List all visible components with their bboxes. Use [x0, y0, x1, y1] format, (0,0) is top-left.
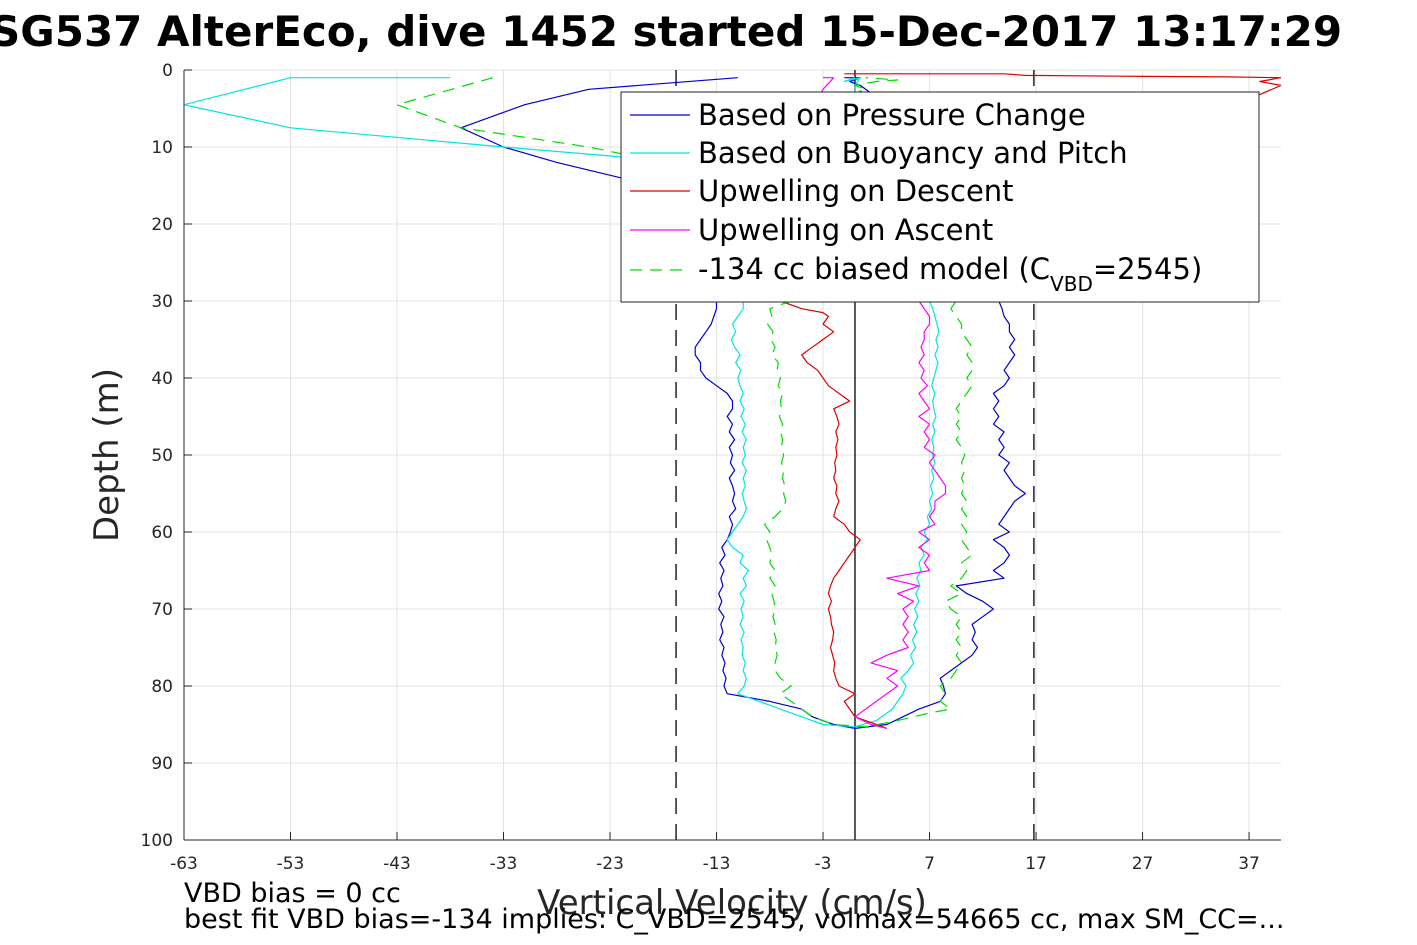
y-tick-label: 10 — [151, 138, 173, 158]
series-line-3 — [779, 77, 947, 729]
series-line-1 — [184, 77, 940, 728]
legend-label-biased-model: -134 cc biased model (CVBD=2545) — [698, 252, 1202, 296]
series-line-2 — [779, 73, 1281, 729]
chart-title: SG537 AlterEco, dive 1452 started 15-Dec… — [0, 7, 1342, 56]
x-tick-label: -53 — [277, 854, 305, 874]
y-tick-label: 30 — [151, 292, 173, 312]
y-tick-label: 100 — [141, 831, 173, 851]
legend-label-biased-model-prefix: -134 cc biased model (C — [698, 252, 1050, 286]
series-lines — [184, 73, 1281, 730]
x-tick-label: 7 — [924, 854, 935, 874]
y-tick-label: 40 — [151, 369, 173, 389]
x-tick-label: 17 — [1025, 854, 1047, 874]
x-tick-label: -33 — [490, 854, 518, 874]
y-axis-label: Depth (m) — [87, 368, 127, 542]
legend-label-biased-model-suffix: =2545) — [1093, 252, 1202, 286]
legend-label-upwelling-ascent: Upwelling on Ascent — [698, 213, 993, 247]
legend: Based on Pressure Change Based on Buoyan… — [620, 91, 1260, 303]
x-tick-label: -43 — [383, 854, 411, 874]
y-tick-label: 80 — [151, 677, 173, 697]
best-fit-note: best fit VBD bias=-134 implies: C_VBD=25… — [184, 904, 1284, 935]
legend-box — [620, 91, 1260, 303]
x-tick-label: -63 — [170, 854, 198, 874]
legend-label-pressure-change: Based on Pressure Change — [698, 98, 1086, 132]
x-tick-label: -23 — [596, 854, 624, 874]
vbd-bias-note: VBD bias = 0 cc — [184, 878, 401, 909]
legend-label-upwelling-descent: Upwelling on Descent — [698, 174, 1014, 208]
y-tick-label: 90 — [151, 754, 173, 774]
x-tick-label: -13 — [703, 854, 731, 874]
y-tick-label: 50 — [151, 446, 173, 466]
series-line-0 — [460, 77, 1027, 730]
y-tick-label: 60 — [151, 523, 173, 543]
legend-label-biased-model-subscript: VBD — [1050, 272, 1093, 296]
x-tick-label: -3 — [815, 854, 832, 874]
series-line-4 — [396, 77, 973, 728]
x-tick-label: 27 — [1132, 854, 1154, 874]
y-tick-label: 20 — [151, 215, 173, 235]
legend-label-buoyancy-pitch: Based on Buoyancy and Pitch — [698, 136, 1128, 170]
x-axis-label: Vertical Velocity (cm/s) — [537, 883, 927, 923]
y-tick-label: 0 — [162, 61, 173, 81]
y-tick-label: 70 — [151, 600, 173, 620]
ticks: -63 -53 -43 -33 -23 -13 -3 7 17 27 37 0 10 20 30 40 50 60… — [141, 61, 1260, 874]
x-tick-label: 37 — [1238, 854, 1260, 874]
